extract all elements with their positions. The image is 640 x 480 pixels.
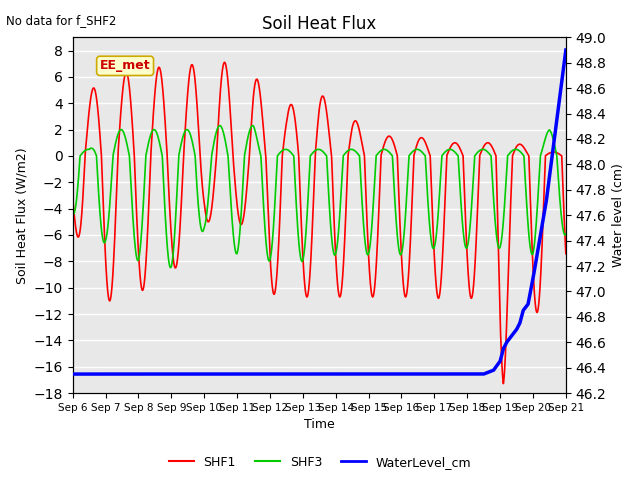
Title: Soil Heat Flux: Soil Heat Flux [262, 15, 376, 33]
Text: EE_met: EE_met [100, 60, 150, 72]
Y-axis label: Water level (cm): Water level (cm) [612, 163, 625, 267]
X-axis label: Time: Time [304, 419, 335, 432]
Legend: SHF1, SHF3, WaterLevel_cm: SHF1, SHF3, WaterLevel_cm [164, 451, 476, 474]
Text: No data for f_SHF2: No data for f_SHF2 [6, 14, 116, 27]
Y-axis label: Soil Heat Flux (W/m2): Soil Heat Flux (W/m2) [15, 147, 28, 284]
